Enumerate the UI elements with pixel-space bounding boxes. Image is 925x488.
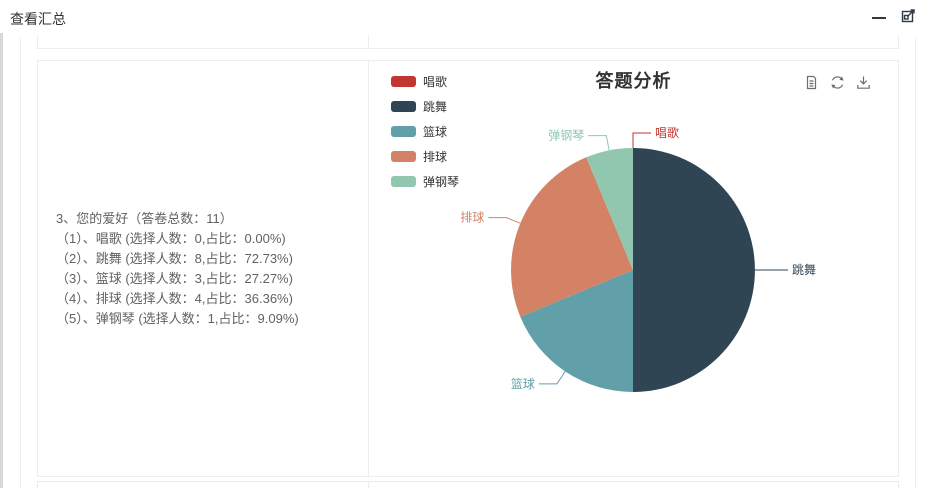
container-border-right [915,38,916,488]
chart-panel: 唱歌 跳舞 篮球 排球 弹钢琴 答题分析 唱歌 跳舞 篮球 排球 弹钢琴 [369,61,898,476]
pie-label-1: 跳舞 [792,263,816,277]
pie-leader-line-3 [488,217,521,224]
pie-leader-line-2 [538,371,566,385]
dialog-title: 查看汇总 [10,11,66,27]
refresh-icon[interactable] [829,74,846,91]
pie-label-0: 唱歌 [655,125,679,140]
previous-summary-row [37,36,899,49]
data-view-icon[interactable] [803,74,820,91]
minimize-icon [872,17,886,19]
legend-item-1[interactable]: 跳舞 [391,99,459,114]
summary-row: 3、您的爱好（答卷总数：11） （1）、唱歌 (选择人数：0,占比：0.00%)… [37,60,899,477]
legend-swatch [391,75,416,87]
legend-label: 篮球 [423,124,448,139]
legend-swatch [391,125,416,137]
pie-leader-line-0 [632,132,651,148]
legend-label: 跳舞 [423,99,448,114]
legend-item-4[interactable]: 弹钢琴 [391,174,460,189]
download-icon[interactable] [855,74,872,91]
legend-item-2[interactable]: 篮球 [391,124,459,139]
maximize-button[interactable] [899,8,917,28]
legend-label: 唱歌 [423,74,448,89]
pie-slice-4[interactable] [586,148,633,270]
question-summary-panel: 3、您的爱好（答卷总数：11） （1）、唱歌 (选择人数：0,占比：0.00%)… [38,61,369,476]
pie-label-3: 排球 [460,211,484,225]
question-summary-title: 3、您的爱好（答卷总数：11） [56,210,233,226]
container-border-left [20,38,21,488]
chart-toolbox [803,74,872,91]
dialog-header: 查看汇总 [0,0,925,36]
pie-slice-1[interactable] [633,148,755,392]
pie-label-4: 弹钢琴 [548,129,584,143]
pie-slice-2[interactable] [520,270,633,392]
legend-swatch [391,100,416,112]
window-controls [870,8,917,28]
pie-leader-line-4 [588,135,610,151]
minimize-button[interactable] [870,8,888,28]
option-line: （1）、唱歌 (选择人数：0,占比：0.00%) [56,230,286,246]
chart-title: 答题分析 [595,71,672,91]
legend-swatch [391,150,416,162]
option-line: （4）、排球 (选择人数：4,占比：36.36%) [56,290,293,306]
chart-legend: 唱歌跳舞篮球排球弹钢琴 [391,74,460,189]
legend-item-3[interactable]: 排球 [391,149,459,164]
next-summary-row [37,481,899,488]
maximize-icon [900,7,917,29]
pie-label-2: 篮球 [511,376,535,391]
option-line: （3）、篮球 (选择人数：3,占比：27.27%) [56,270,293,286]
option-line: （2）、跳舞 (选择人数：8,占比：72.73%) [56,250,293,266]
pie-slice-3[interactable] [511,157,633,317]
left-scrollbar[interactable] [0,33,3,488]
legend-label: 弹钢琴 [423,174,460,189]
option-line: （5）、弹钢琴 (选择人数：1,占比：9.09%) [56,310,299,326]
legend-item-0[interactable]: 唱歌 [391,74,459,89]
legend-swatch [391,175,416,187]
legend-label: 排球 [423,149,448,164]
